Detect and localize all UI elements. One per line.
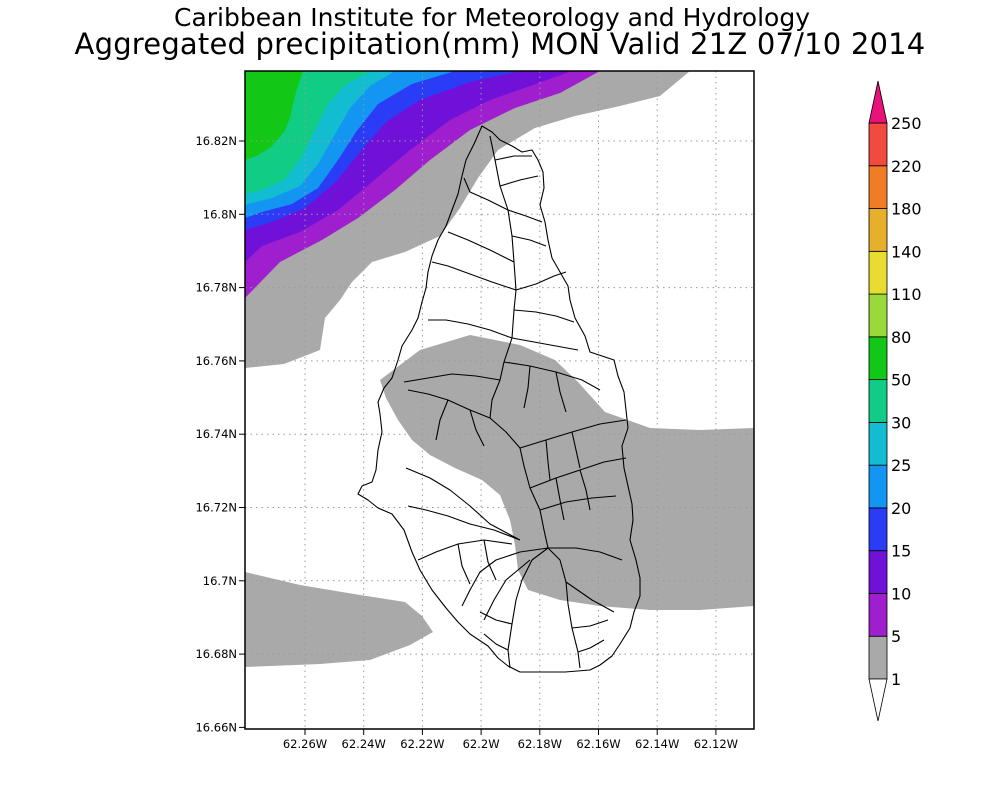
lon-tick-label: 62.16W [576, 737, 620, 751]
precip-field [245, 71, 754, 667]
colorbar-label: 5 [891, 627, 901, 646]
colorbar-box [868, 250, 888, 295]
lat-tick-label: 16.78N [195, 281, 237, 295]
lat-tick-label: 16.7N [203, 574, 237, 588]
lon-tick-label: 62.14W [635, 737, 679, 751]
lat-tick-label: 16.72N [195, 501, 237, 515]
colorbar-label: 25 [891, 456, 911, 475]
colorbar-box [868, 293, 888, 338]
colorbar-under-triangle [868, 678, 888, 722]
lat-tick-label: 16.76N [195, 354, 237, 368]
colorbar-box [868, 635, 888, 680]
streams-minor [435, 365, 609, 653]
lon-tick-label: 62.12W [694, 737, 738, 751]
precip-band-50mm [245, 71, 303, 160]
coastline [357, 125, 641, 673]
colorbar-box [868, 464, 888, 509]
colorbar-over-triangle [868, 80, 888, 124]
lat-tick-label: 16.66N [195, 720, 237, 734]
colorbar-label: 30 [891, 413, 911, 432]
colorbar-label: 15 [891, 542, 911, 561]
colorbar-label: 1 [891, 670, 901, 689]
map-frame [244, 70, 755, 730]
lon-tick-label: 62.2W [463, 737, 500, 751]
lat-tick-label: 16.8N [203, 207, 237, 221]
colorbar-box [868, 550, 888, 594]
colorbar-box [868, 208, 888, 252]
lat-tick-label: 16.68N [195, 647, 237, 661]
colorbar-label: 50 [891, 371, 911, 390]
colorbar-box [868, 122, 888, 167]
precip-band-1mm-sw [245, 572, 433, 667]
lon-tick-label: 62.22W [400, 737, 444, 751]
lat-tick-label: 16.82N [195, 134, 237, 148]
colorbar-box [868, 507, 888, 552]
colorbar-label: 110 [891, 285, 922, 304]
colorbar-label: 250 [891, 114, 922, 133]
colorbar-box [868, 421, 888, 466]
watershed-divide [489, 135, 549, 549]
colorbar-box [868, 165, 888, 209]
colorbar-label: 80 [891, 328, 911, 347]
colorbar-label: 20 [891, 499, 911, 518]
lon-tick-label: 62.26W [283, 737, 327, 751]
colorbar-box [868, 593, 888, 637]
title-institute: Caribbean Institute for Meteorology and … [174, 3, 810, 32]
island-outline [357, 125, 641, 673]
colorbar-label: 140 [891, 242, 922, 261]
precip-band-1mm-central [380, 335, 754, 610]
streams-south [461, 547, 623, 669]
colorbar-label: 180 [891, 200, 922, 219]
lon-tick-label: 62.24W [342, 737, 386, 751]
colorbar-box [868, 379, 888, 423]
colorbar-label: 220 [891, 157, 922, 176]
latitude-axis: 16.82N 16.8N 16.78N 16.76N 16.74N 16.72N 16.7N… [195, 134, 245, 734]
lat-tick-label: 16.74N [195, 427, 237, 441]
lon-tick-label: 62.18W [518, 737, 562, 751]
title-product: Aggregated precipitation(mm) MON Valid 2… [74, 27, 926, 61]
map-gridlines [245, 71, 754, 729]
colorbar-label: 10 [891, 584, 911, 603]
longitude-axis: 62.26W 62.24W 62.22W 62.2W 62.18W 62.16W 62.14… [283, 729, 738, 751]
colorbar-box [868, 336, 888, 381]
